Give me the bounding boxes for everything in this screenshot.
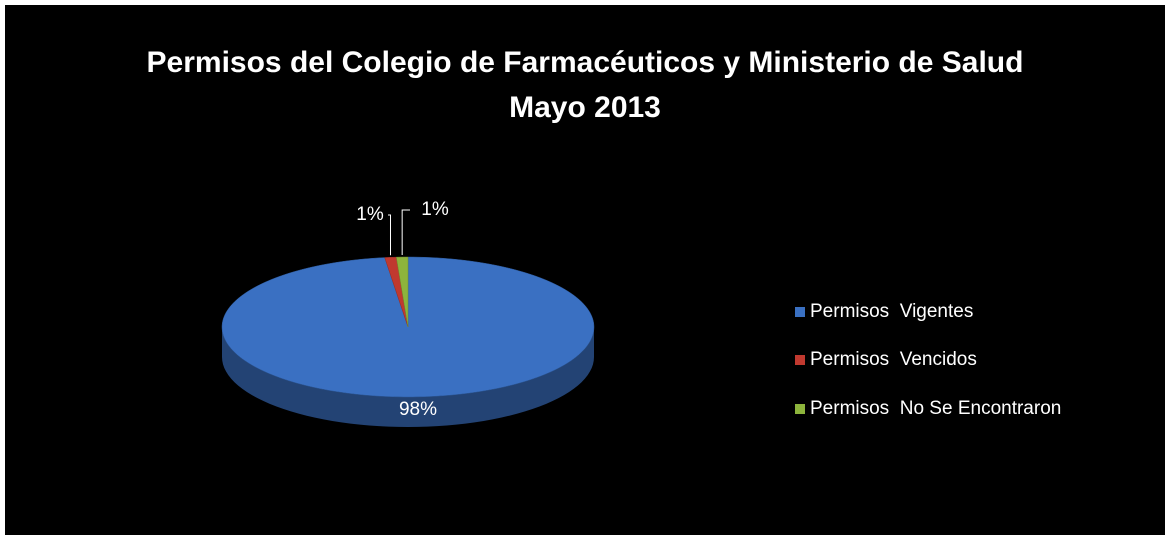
legend-swatch <box>795 355 805 365</box>
legend-label: Permisos Vencidos <box>810 349 977 370</box>
legend-label: Permisos Vigentes <box>810 301 973 322</box>
legend-swatch <box>795 404 805 414</box>
chart-subtitle: Mayo 2013 <box>509 91 661 124</box>
legend-label: Permisos No Se Encontraron <box>810 398 1061 419</box>
leader-line <box>401 209 410 256</box>
chart-area <box>5 5 1165 535</box>
chart-title: Permisos del Colegio de Farmacéuticos y … <box>146 46 1024 79</box>
data-label: 98% <box>399 399 437 420</box>
data-label: 1% <box>421 199 449 220</box>
data-label: 1% <box>356 204 384 225</box>
pie-side <box>222 327 594 427</box>
legend-swatch <box>795 307 805 317</box>
chart-title-block: Permisos del Colegio de Farmacéuticos y … <box>135 40 1035 130</box>
pie-slice <box>396 256 409 328</box>
leader-line <box>388 214 391 256</box>
